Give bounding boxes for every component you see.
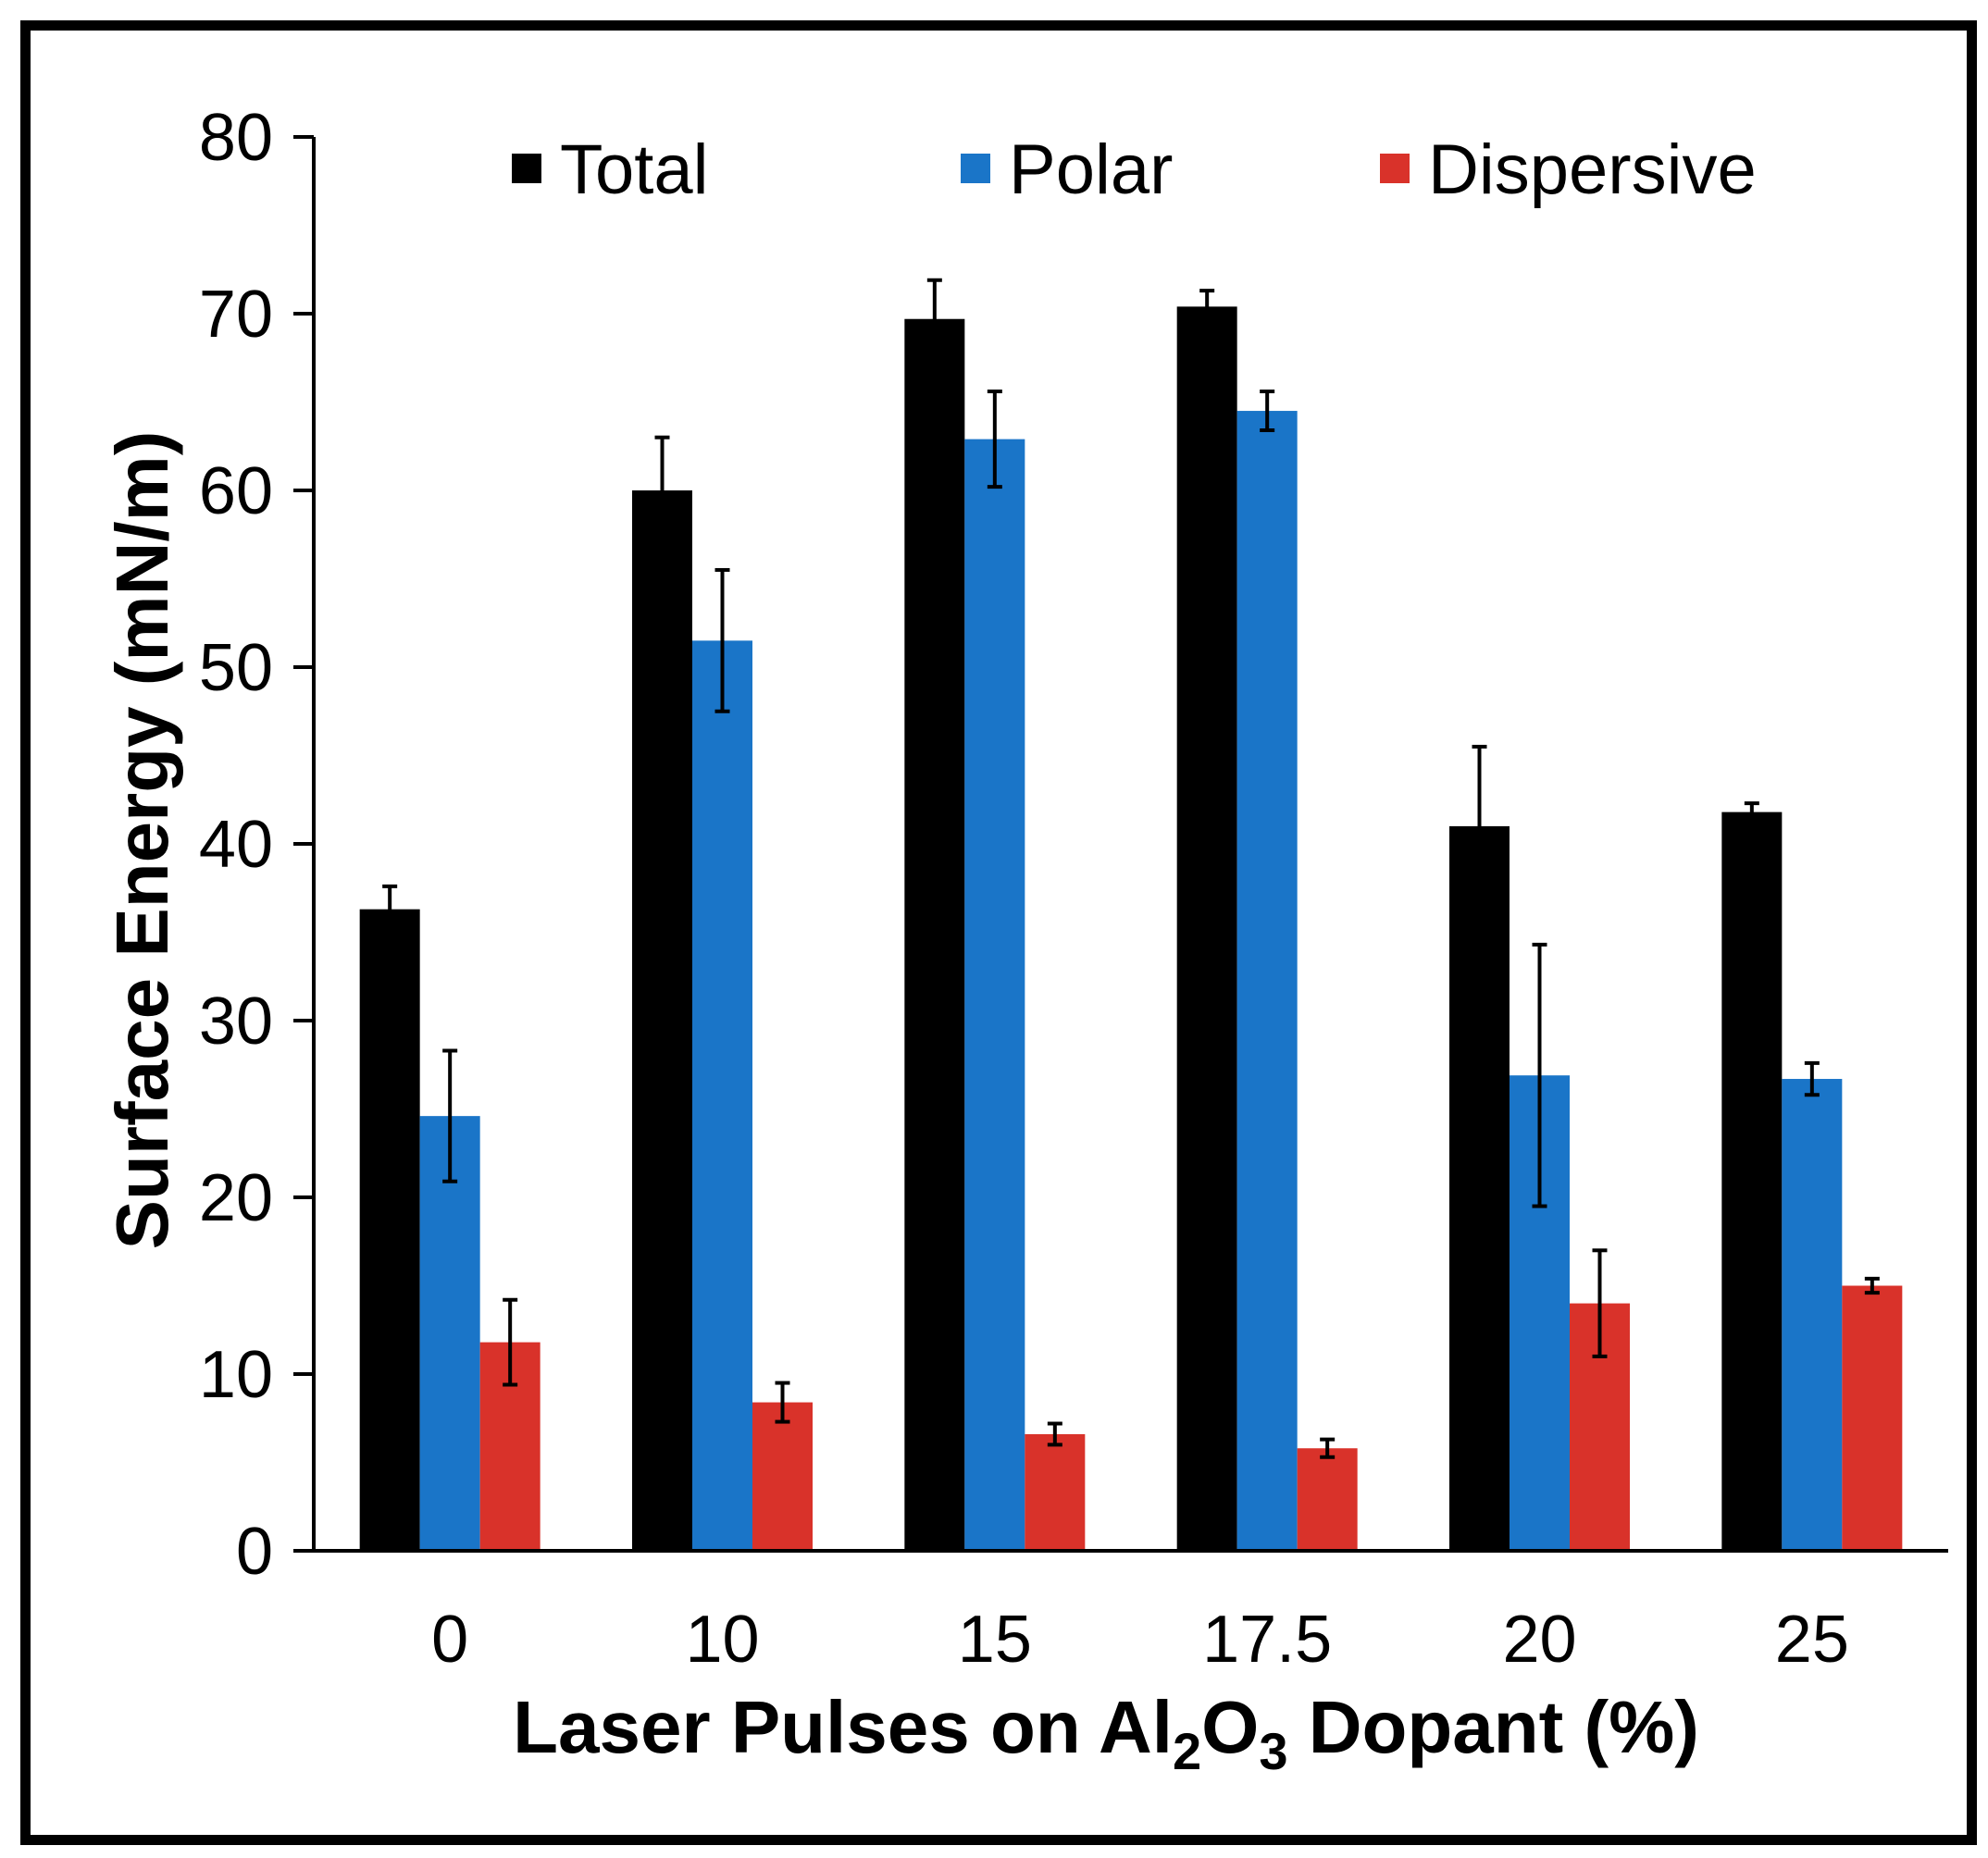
legend: Total Polar Dispersive (512, 130, 1757, 209)
legend-swatch-total (512, 154, 541, 183)
figure-frame: 0 10 20 30 40 50 60 70 80 0 10 15 17.5 20 25 Total Pol… (20, 20, 1977, 1845)
bar-total (904, 318, 965, 1552)
bar-chart: 0 10 20 30 40 50 60 70 80 0 10 15 17.5 20 25 Total Pol… (101, 101, 1948, 1780)
bar-polar (692, 640, 752, 1551)
bar-dispersive (752, 1402, 813, 1551)
legend-label-polar: Polar (1009, 130, 1173, 209)
x-tick-label: 20 (1502, 1603, 1576, 1677)
bar-total (1721, 811, 1783, 1551)
bar-polar (964, 439, 1025, 1551)
bar-polar (419, 1116, 480, 1551)
x-axis-title-subscript: 3 (1259, 1722, 1287, 1780)
y-tick-label: 60 (199, 454, 273, 528)
bar-dispersive (1025, 1433, 1086, 1551)
x-axis-title: Laser Pulses on Al2O3 Dopant (%) (513, 1686, 1699, 1780)
y-tick-label: 30 (199, 985, 273, 1059)
y-tick-label: 70 (199, 278, 273, 352)
x-tick-label: 0 (431, 1603, 468, 1677)
error-bars (382, 278, 1880, 1459)
bar-polar (1236, 411, 1298, 1551)
legend-swatch-polar (961, 154, 990, 183)
legend-label-total: Total (560, 130, 709, 209)
y-tick-label: 80 (199, 101, 273, 175)
y-tick-label: 50 (199, 631, 273, 705)
bar-total (1449, 825, 1510, 1551)
x-axis-title-part: Dopant (%) (1288, 1686, 1699, 1768)
legend-label-dispersive: Dispersive (1428, 130, 1757, 209)
bar-total (632, 490, 692, 1551)
y-tick-label: 20 (199, 1161, 273, 1235)
x-axis-title-subscript: 2 (1173, 1722, 1201, 1780)
bar-polar (1782, 1079, 1843, 1551)
x-tick-label: 10 (685, 1603, 759, 1677)
y-tick-label: 10 (199, 1338, 273, 1412)
bars (359, 306, 1903, 1552)
legend-swatch-dispersive (1380, 154, 1410, 183)
y-axis: 0 10 20 30 40 50 60 70 80 (199, 101, 316, 1589)
y-tick-label: 0 (236, 1515, 273, 1589)
x-axis-title-part: Laser Pulses on Al (513, 1686, 1173, 1768)
x-axis: 0 10 15 17.5 20 25 (314, 1549, 1948, 1677)
bar-dispersive (1297, 1448, 1358, 1551)
x-tick-label: 25 (1775, 1603, 1849, 1677)
bar-dispersive (1842, 1285, 1903, 1551)
y-axis-title: Surface Energy (mN/m) (101, 431, 183, 1250)
x-tick-label: 17.5 (1202, 1603, 1332, 1677)
x-axis-title-part: O (1201, 1686, 1259, 1768)
bar-total (1176, 306, 1237, 1551)
bar-total (359, 909, 420, 1551)
x-tick-label: 15 (958, 1603, 1032, 1677)
y-tick-label: 40 (199, 808, 273, 882)
